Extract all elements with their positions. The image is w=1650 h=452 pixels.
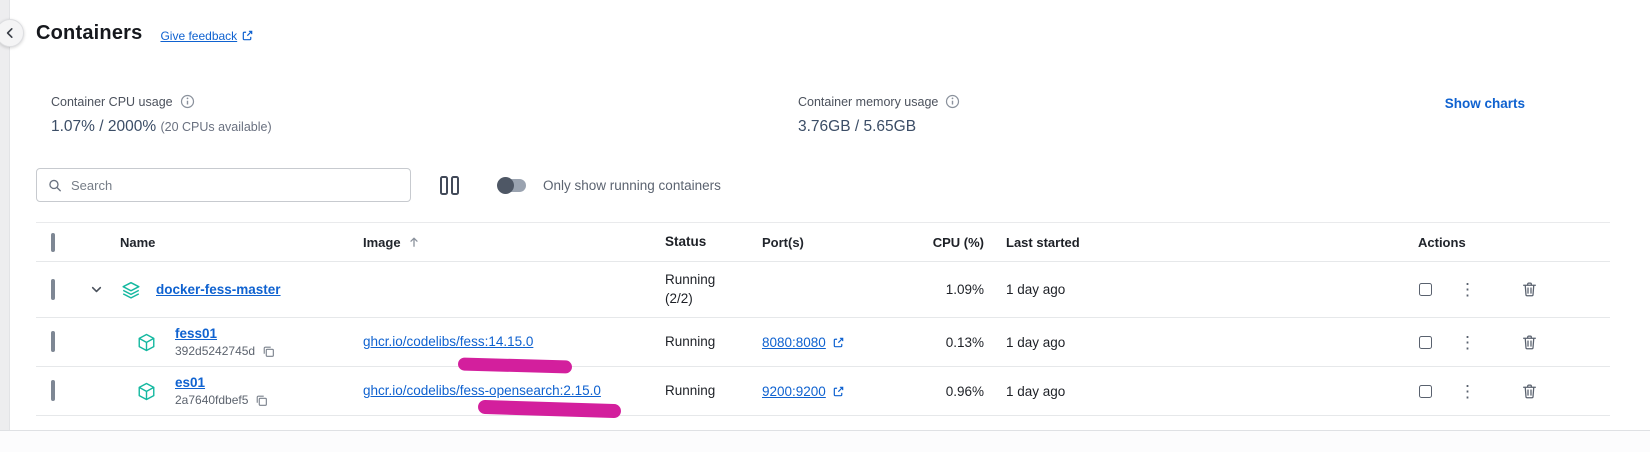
container-id: 2a7640fdbef5 xyxy=(175,393,249,407)
toolbar: Only show running containers xyxy=(36,167,721,203)
actions-cell: ⋮ xyxy=(1405,383,1610,400)
sort-asc-icon xyxy=(409,237,418,247)
last-started-cell: 1 day ago xyxy=(1006,383,1066,399)
feedback-link[interactable]: Give feedback xyxy=(160,29,254,43)
memory-usage-label: Container memory usage xyxy=(798,94,939,109)
select-all-checkbox[interactable] xyxy=(51,232,55,252)
container-icon xyxy=(136,381,157,402)
cpu-usage-value: 1.07% / 2000% xyxy=(51,118,157,135)
trash-icon xyxy=(1523,383,1536,398)
delete-button[interactable] xyxy=(1521,383,1538,400)
external-link-icon xyxy=(242,30,253,41)
container-group-name-link[interactable]: docker-fess-master xyxy=(156,282,281,297)
columns-view-icon[interactable] xyxy=(440,175,459,195)
memory-usage-value: 3.76GB / 5.65GB xyxy=(798,118,917,135)
row-menu-button[interactable]: ⋮ xyxy=(1459,280,1476,299)
trash-icon xyxy=(1523,282,1536,297)
open-external-icon[interactable] xyxy=(832,385,845,398)
table-header-row: Name Image Status Port(s) CPU (%) Last s… xyxy=(36,222,1610,262)
show-charts-link[interactable]: Show charts xyxy=(1444,96,1525,111)
last-started-cell: 1 day ago xyxy=(1006,334,1066,350)
container-icon xyxy=(136,332,157,353)
info-icon[interactable] xyxy=(945,94,960,109)
actions-cell: ⋮ xyxy=(1405,281,1610,298)
search-icon xyxy=(49,179,61,191)
memory-usage-stat: Container memory usage 3.76GB / 5.65GB xyxy=(798,94,960,136)
port-link[interactable]: 8080:8080 xyxy=(762,334,826,350)
running-only-label: Only show running containers xyxy=(543,177,721,193)
column-header-actions: Actions xyxy=(1418,234,1466,250)
cpu-cell: 0.96% xyxy=(945,383,984,399)
collapse-chevron-icon[interactable] xyxy=(90,283,104,296)
search-box[interactable] xyxy=(36,168,411,202)
column-header-last-started[interactable]: Last started xyxy=(1006,234,1080,250)
container-name-link[interactable]: fess01 xyxy=(175,326,218,341)
containers-table: Name Image Status Port(s) CPU (%) Last s… xyxy=(36,222,1610,416)
page-title: Containers xyxy=(36,22,143,44)
column-header-cpu[interactable]: CPU (%) xyxy=(932,234,984,250)
search-input[interactable] xyxy=(71,177,399,193)
column-header-image[interactable]: Image xyxy=(356,235,656,250)
status-cell: Running (2/2) xyxy=(665,272,716,306)
compose-stack-icon xyxy=(120,279,142,301)
port-link[interactable]: 9200:9200 xyxy=(762,383,826,399)
cpu-usage-stat: Container CPU usage 1.07% / 2000% (20 CP… xyxy=(51,94,272,136)
copy-icon[interactable] xyxy=(262,345,275,358)
row-menu-button[interactable]: ⋮ xyxy=(1459,332,1476,352)
delete-button[interactable] xyxy=(1521,334,1538,351)
status-cell: Running xyxy=(665,333,716,349)
actions-cell: ⋮ xyxy=(1405,334,1610,351)
feedback-link-label: Give feedback xyxy=(160,28,238,43)
copy-icon[interactable] xyxy=(255,394,268,407)
cpu-usage-label: Container CPU usage xyxy=(51,94,173,109)
status-cell: Running xyxy=(665,382,716,398)
image-link[interactable]: ghcr.io/codelibs/fess-opensearch:2.15.0 xyxy=(363,383,601,398)
row-checkbox[interactable] xyxy=(51,331,55,352)
cpu-cell: 1.09% xyxy=(945,282,984,297)
container-id: 392d5242745d xyxy=(175,344,256,358)
row-checkbox[interactable] xyxy=(51,380,55,401)
row-checkbox[interactable] xyxy=(51,278,55,300)
back-chevron-icon xyxy=(6,28,13,38)
back-button[interactable] xyxy=(0,19,24,47)
container-name-link[interactable]: es01 xyxy=(175,375,206,390)
table-row[interactable]: es01 2a7640fdbef5 ghcr.io/codelibs/fess-… xyxy=(36,367,1610,416)
table-row[interactable]: docker-fess-master Running (2/2) 1.09% 1… xyxy=(36,262,1610,318)
delete-button[interactable] xyxy=(1521,281,1538,298)
cpu-cell: 0.13% xyxy=(945,334,984,350)
stop-button[interactable] xyxy=(1419,384,1432,398)
stop-button[interactable] xyxy=(1419,283,1432,296)
info-icon[interactable] xyxy=(180,94,195,109)
stop-button[interactable] xyxy=(1419,335,1432,349)
row-menu-button[interactable]: ⋮ xyxy=(1459,381,1476,401)
running-only-toggle[interactable] xyxy=(497,176,526,194)
image-link[interactable]: ghcr.io/codelibs/fess:14.15.0 xyxy=(363,334,534,349)
bottom-strip xyxy=(0,430,1650,452)
page-header: Containers Give feedback xyxy=(36,22,254,45)
last-started-cell: 1 day ago xyxy=(1006,282,1066,297)
column-header-ports[interactable]: Port(s) xyxy=(762,234,804,250)
column-header-name[interactable]: Name xyxy=(120,234,156,250)
cpu-usage-note: (20 CPUs available) xyxy=(160,120,272,134)
open-external-icon[interactable] xyxy=(832,336,845,349)
toggle-knob xyxy=(497,176,514,194)
table-row[interactable]: fess01 392d5242745d ghcr.io/codelibs/fes… xyxy=(36,318,1610,367)
column-header-status[interactable]: Status xyxy=(665,233,707,249)
left-rail xyxy=(0,0,10,452)
trash-icon xyxy=(1523,334,1536,349)
